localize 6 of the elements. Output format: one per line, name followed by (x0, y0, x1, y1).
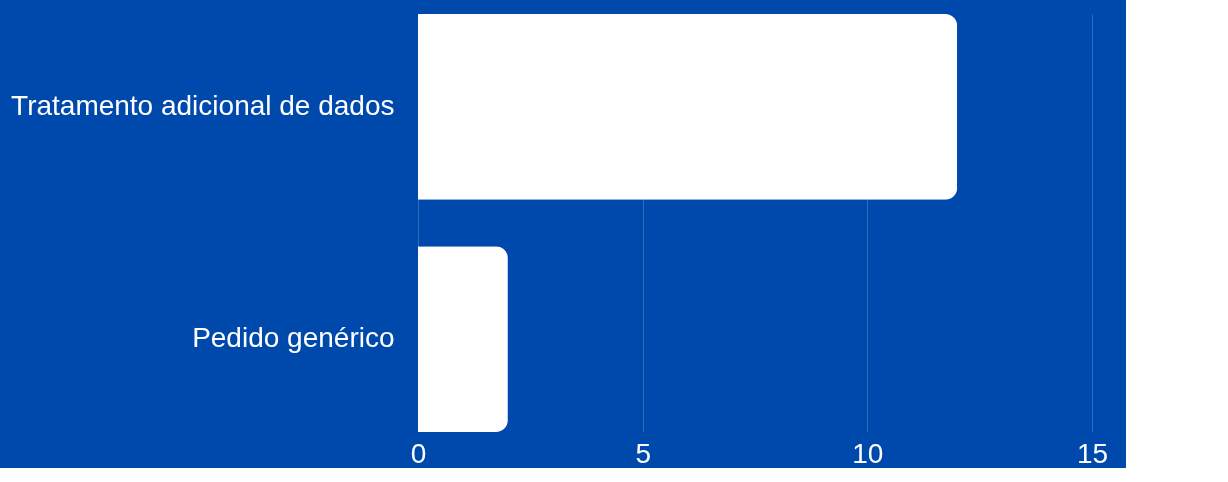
x-tick-label: 0 (410, 437, 427, 469)
x-tick-label: 15 (1076, 437, 1109, 469)
x-tick-label: 10 (852, 437, 884, 469)
y-tick-label: Pedido genérico (192, 322, 395, 354)
y-tick-label: Tratamento adicional de dados (11, 89, 395, 121)
x-tick-label: 5 (635, 437, 651, 469)
